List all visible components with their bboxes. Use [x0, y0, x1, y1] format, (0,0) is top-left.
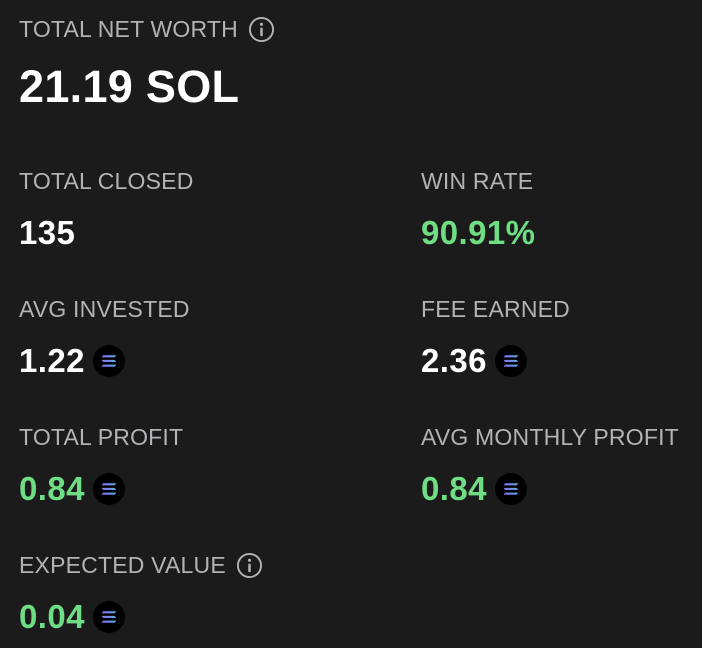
stat-total-profit: TOTAL PROFIT 0.84: [19, 422, 183, 507]
expected-value-label-row: EXPECTED VALUE: [19, 550, 263, 580]
info-icon[interactable]: [236, 552, 263, 579]
total-closed-value: 135: [19, 214, 76, 251]
win-rate-value: 90.91%: [421, 214, 536, 251]
total-profit-label: TOTAL PROFIT: [19, 424, 184, 450]
stat-fee-earned: FEE EARNED 2.36: [421, 294, 570, 379]
total-closed-label: TOTAL CLOSED: [19, 168, 194, 194]
expected-value-label: EXPECTED VALUE: [19, 552, 226, 578]
fee-earned-label: FEE EARNED: [421, 296, 570, 322]
expected-value-value: 0.04: [19, 598, 85, 635]
solana-icon: [495, 345, 527, 377]
info-icon[interactable]: [248, 16, 275, 43]
net-worth-value: 21.19 SOL: [19, 61, 240, 112]
avg-invested-value: 1.22: [19, 342, 85, 379]
avg-monthly-profit-label: AVG MONTHLY PROFIT: [421, 424, 679, 450]
stat-win-rate: WIN RATE 90.91%: [421, 166, 535, 251]
avg-invested-label: AVG INVESTED: [19, 296, 190, 322]
stat-avg-invested: AVG INVESTED 1.22: [19, 294, 190, 379]
net-worth-label-row: TOTAL NET WORTH: [19, 14, 275, 44]
stat-total-closed: TOTAL CLOSED 135: [19, 166, 194, 251]
net-worth-label: TOTAL NET WORTH: [19, 16, 238, 42]
stat-avg-monthly-profit: AVG MONTHLY PROFIT 0.84: [421, 422, 679, 507]
solana-icon: [93, 345, 125, 377]
net-worth-section: TOTAL NET WORTH 21.19 SOL: [19, 14, 275, 115]
stat-expected-value: EXPECTED VALUE 0.04: [19, 550, 263, 635]
solana-icon: [495, 473, 527, 505]
solana-icon: [93, 473, 125, 505]
total-profit-value: 0.84: [19, 470, 85, 507]
avg-monthly-profit-value: 0.84: [421, 470, 487, 507]
win-rate-label: WIN RATE: [421, 168, 534, 194]
solana-icon: [93, 601, 125, 633]
fee-earned-value: 2.36: [421, 342, 487, 379]
